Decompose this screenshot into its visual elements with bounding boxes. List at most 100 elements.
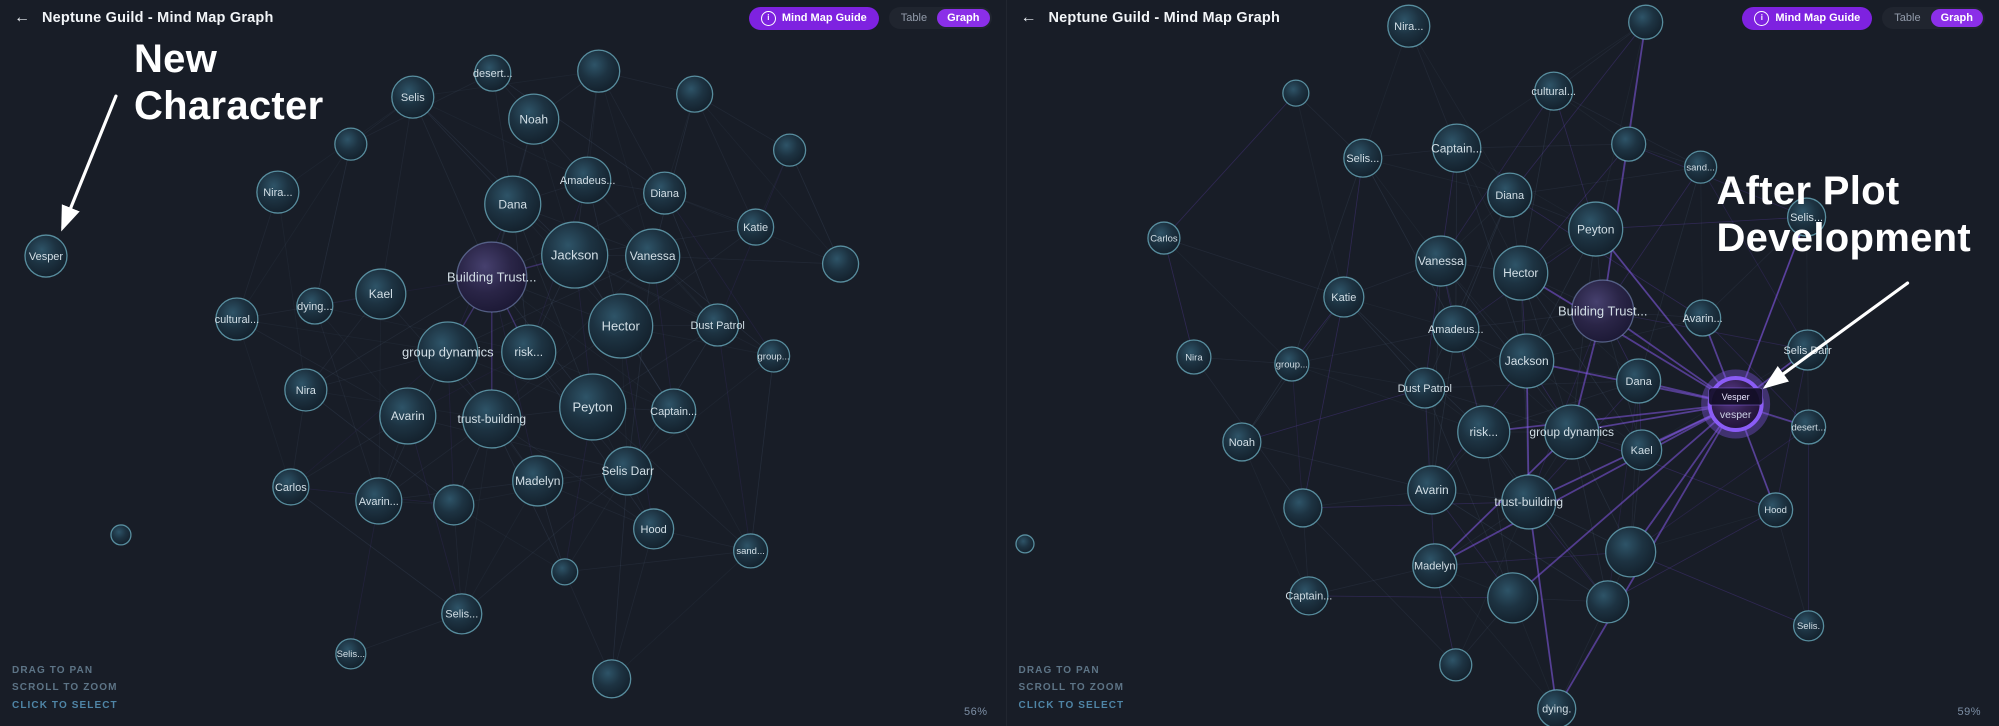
graph-node[interactable] [24,234,68,278]
graph-node[interactable] [1486,572,1538,624]
graph-node[interactable] [391,75,435,119]
graph-node[interactable] [756,339,791,373]
mind-map-guide-button[interactable]: i Mind Map Guide [1742,6,1873,30]
graph-node[interactable] [1604,526,1656,578]
table-view-button[interactable]: Table [891,9,937,27]
graph-view-button[interactable]: Graph [1930,9,1983,27]
graph-node[interactable] [1221,422,1262,462]
graph-node[interactable] [1288,576,1328,616]
graph-node[interactable] [1543,404,1599,460]
graph-node[interactable] [1498,333,1554,389]
graph-node[interactable] [1386,4,1430,48]
graph-edge [592,406,751,552]
graph-node[interactable] [1792,610,1824,642]
graph-node[interactable] [551,558,579,586]
graph-node[interactable] [1585,580,1629,624]
graph-node[interactable] [1438,648,1472,682]
mind-map-canvas-before[interactable]: Vesper Nira... cultural... dying... Kael Nira… [0,0,1006,726]
graph-node[interactable] [334,127,368,161]
graph-node[interactable] [1406,465,1456,515]
graph-node[interactable] [1146,221,1181,255]
graph-node[interactable] [651,388,697,434]
graph-node[interactable] [1610,126,1646,162]
graph-node[interactable] [1403,367,1445,409]
graph-node[interactable] [1683,150,1717,184]
graph-node[interactable] [559,373,627,441]
graph-node[interactable] [441,593,483,635]
annotation-after-plot-development: After Plot Development [1717,168,1971,262]
graph-node[interactable] [1175,339,1212,375]
graph-node[interactable] [1322,276,1364,318]
graph-node[interactable] [588,293,654,359]
graph-node[interactable] [1786,329,1828,371]
graph-node[interactable] [643,171,687,215]
graph-node-label: Hector [602,319,641,334]
graph-node[interactable] [110,524,132,546]
graph-node[interactable] [484,175,542,233]
graph-node[interactable] [1414,235,1466,287]
graph-node[interactable] [474,54,512,92]
graph-node[interactable] [355,268,407,320]
table-view-button[interactable]: Table [1884,9,1930,27]
graph-node[interactable] [1620,429,1662,471]
graph-edge [305,276,492,391]
graph-node[interactable] [215,297,259,341]
graph-node[interactable] [501,324,557,380]
graph-node[interactable] [462,389,522,449]
graph-node[interactable] [1627,4,1663,40]
graph-node[interactable] [1411,543,1457,589]
graph-node[interactable] [577,49,621,93]
graph-node[interactable] [512,455,564,507]
graph-node[interactable] [1486,172,1532,218]
graph-node[interactable] [433,484,475,526]
graph-node[interactable] [256,170,300,214]
graph-node[interactable] [379,387,437,445]
graph-node[interactable] [1533,71,1573,111]
graph-node[interactable] [1456,405,1510,459]
graph-node[interactable] [772,133,807,167]
graph-node[interactable] [508,93,560,145]
graph-node[interactable] [1570,279,1634,343]
graph-node[interactable] [625,228,681,284]
graph-node[interactable] [1492,245,1548,301]
graph-node[interactable] [592,659,632,699]
graph-node[interactable] [1757,492,1793,528]
graph-node[interactable] [1282,488,1322,528]
graph-node[interactable] [1342,138,1382,178]
header-actions: i Mind Map Guide Table Graph [748,6,992,30]
graph-node[interactable] [564,156,612,204]
graph-node[interactable] [1786,197,1826,237]
graph-node[interactable] [1790,409,1826,445]
graph-node[interactable] [1683,299,1721,337]
graph-view-button[interactable]: Graph [937,9,990,27]
graph-node[interactable] [1536,689,1576,726]
graph-node[interactable] [1500,474,1556,530]
graph-node[interactable] [1615,358,1661,404]
graph-node[interactable] [1431,305,1479,353]
graph-node[interactable] [603,446,653,496]
graph-node[interactable] [417,321,479,383]
graph-node[interactable] [633,508,675,550]
graph-node[interactable] [335,638,367,670]
graph-node[interactable] [541,221,609,289]
graph-node[interactable] [821,245,860,283]
back-icon[interactable]: ← [1020,9,1037,26]
graph-node[interactable] [1273,346,1309,382]
hint-click: CLICK TO SELECT [12,699,118,711]
mind-map-guide-button[interactable]: i Mind Map Guide [748,6,879,30]
graph-node[interactable] [1014,534,1035,554]
graph-node[interactable] [696,303,740,347]
mind-map-canvas-after[interactable]: Nira... cultural... Selis... Captain... sand… [1007,0,1999,726]
graph-node[interactable] [1281,79,1309,107]
graph-node[interactable] [456,241,528,313]
graph-node[interactable] [1431,123,1481,173]
graph-node[interactable] [272,468,310,506]
graph-node[interactable] [355,477,403,525]
graph-node[interactable] [1567,201,1623,257]
graph-node[interactable] [732,533,769,569]
graph-node[interactable] [676,75,714,113]
graph-node[interactable] [736,208,775,246]
graph-node[interactable] [296,287,334,325]
graph-node[interactable] [284,368,328,412]
back-icon[interactable]: ← [14,9,30,26]
